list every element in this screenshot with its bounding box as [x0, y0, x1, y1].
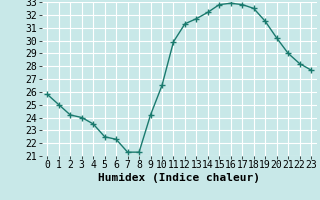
X-axis label: Humidex (Indice chaleur): Humidex (Indice chaleur) [98, 173, 260, 183]
